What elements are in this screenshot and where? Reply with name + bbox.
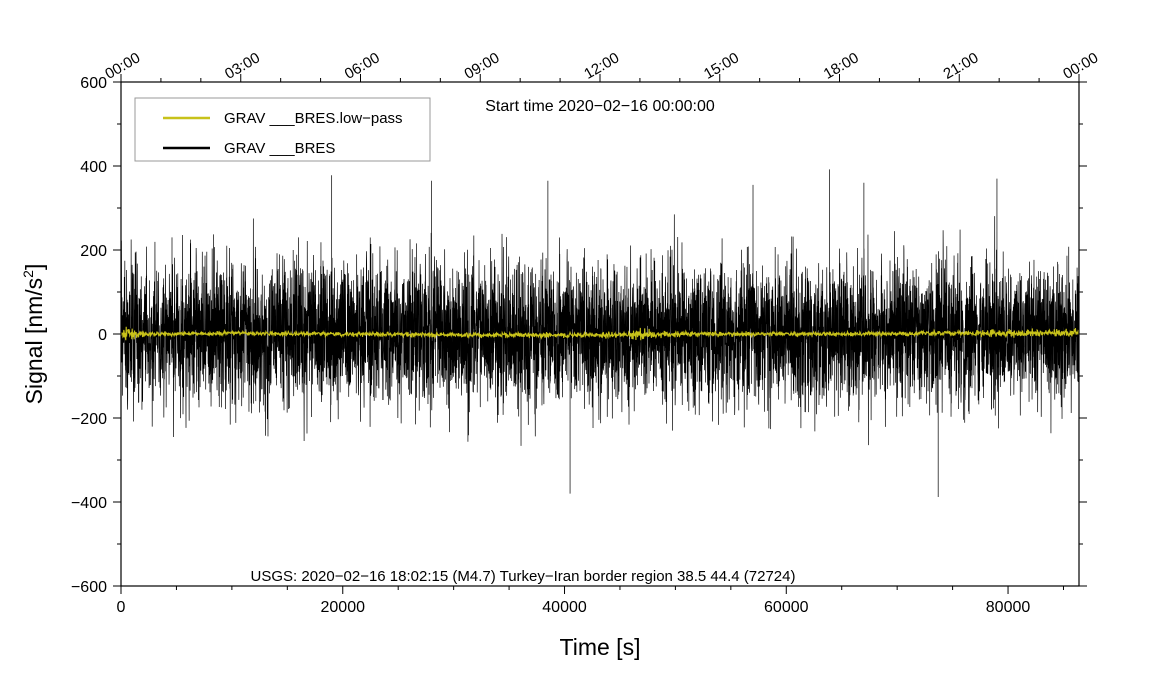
legend-box (134, 97, 431, 162)
y-tick-label: −400 (71, 495, 107, 512)
top-axis-label: 00:00 (102, 49, 143, 82)
top-axis-label: 09:00 (461, 49, 502, 82)
x-tick-label: 80000 (986, 599, 1031, 616)
x-tick-label: 40000 (542, 599, 587, 616)
y-tick-label: −600 (71, 579, 107, 596)
plot-frame (120, 81, 1080, 587)
top-axis-label: 18:00 (821, 49, 862, 82)
top-axis-label: 00:00 (1060, 49, 1101, 82)
legend: GRAV ___BRES.low−pass GRAV ___BRES (134, 97, 431, 162)
legend-label-lowpass: GRAV ___BRES.low−pass (224, 110, 403, 127)
top-axis-label: 21:00 (940, 49, 981, 82)
top-axis-label: 06:00 (342, 49, 383, 82)
series-raw-trace (120, 169, 1080, 497)
y-tick-label: 200 (80, 243, 107, 260)
y-axis-title-main: Signal [nm/s (21, 278, 47, 405)
start-time-label: Start time 2020−02−16 00:00:00 (485, 98, 715, 115)
y-axis-title-sup: 2 (20, 270, 36, 278)
x-tick-label: 20000 (321, 599, 366, 616)
y-tick-label: 0 (98, 327, 107, 344)
annotation-event: USGS: 2020−02−16 18:02:15 (M4.7) Turkey−… (251, 568, 796, 585)
y-axis-title: Signal [nm/s2] (20, 264, 47, 405)
y-tick-label: −200 (71, 411, 107, 428)
top-axis-label: 03:00 (222, 49, 263, 82)
top-axis-label: 15:00 (701, 49, 742, 82)
top-axis-label: 12:00 (581, 49, 622, 82)
legend-label-raw: GRAV ___BRES (224, 140, 335, 157)
x-tick-label: 0 (117, 599, 126, 616)
axis-ticks (113, 74, 1087, 594)
y-tick-label: 600 (80, 75, 107, 92)
x-axis-title: Time [s] (560, 634, 641, 660)
x-tick-label: 60000 (764, 599, 809, 616)
series-layer (120, 169, 1080, 497)
y-axis-title-end: ] (21, 264, 47, 270)
y-tick-label: 400 (80, 159, 107, 176)
series-lowpass-trace (120, 326, 1080, 341)
